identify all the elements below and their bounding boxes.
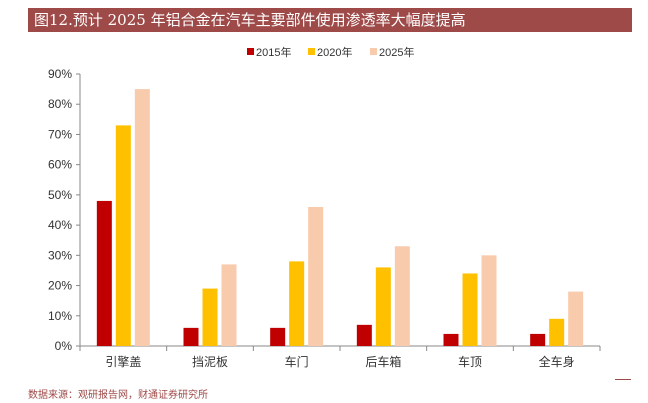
y-tick-label: 60% [48, 158, 72, 172]
bar-2015年 [183, 327, 199, 346]
x-tick-label: 全车身 [539, 354, 575, 369]
y-tick-label: 0% [55, 339, 73, 353]
bar-2020年 [289, 261, 305, 346]
bar-2015年 [443, 333, 459, 346]
bar-2025年 [221, 264, 237, 346]
bar-2015年 [270, 327, 286, 346]
figure-title: 图12.预计 2025 年铝合金在汽车主要部件使用渗透率大幅度提高 [28, 8, 632, 32]
bar-2020年 [115, 125, 131, 346]
bar-2025年 [134, 89, 150, 346]
y-tick-label: 40% [48, 218, 72, 232]
bar-2025年 [481, 255, 497, 346]
source-rule [615, 379, 631, 380]
bar-2015年 [356, 324, 372, 346]
x-tick-label: 后车箱 [365, 354, 401, 369]
legend-label: 2015年 [256, 45, 291, 59]
source-note: 数据来源：观研报告网，财通证券研究所 [28, 390, 208, 401]
x-tick-label: 车门 [285, 354, 309, 369]
y-tick-label: 90% [48, 67, 72, 81]
bar-2020年 [462, 273, 478, 346]
bar-2025年 [568, 291, 584, 346]
bar-2015年 [530, 333, 546, 346]
y-tick-label: 50% [48, 188, 72, 202]
legend-label: 2025年 [379, 45, 414, 59]
legend-label: 2020年 [317, 45, 352, 59]
bar-2020年 [202, 288, 218, 346]
legend-swatch [370, 48, 377, 55]
bar-2015年 [96, 200, 112, 346]
bar-2025年 [394, 246, 410, 346]
y-tick-label: 70% [48, 127, 72, 141]
y-tick-label: 80% [48, 97, 72, 111]
y-tick-label: 20% [48, 279, 72, 293]
x-tick-label: 车顶 [458, 354, 482, 369]
bar-2020年 [375, 267, 391, 346]
x-tick-label: 挡泥板 [192, 355, 228, 369]
x-tick-label: 引擎盖 [105, 354, 141, 369]
bar-2020年 [549, 318, 565, 346]
y-tick-label: 10% [48, 309, 72, 323]
legend-swatch [247, 48, 254, 55]
bar-2025年 [308, 206, 324, 346]
y-tick-label: 30% [48, 248, 72, 262]
legend-swatch [308, 48, 315, 55]
